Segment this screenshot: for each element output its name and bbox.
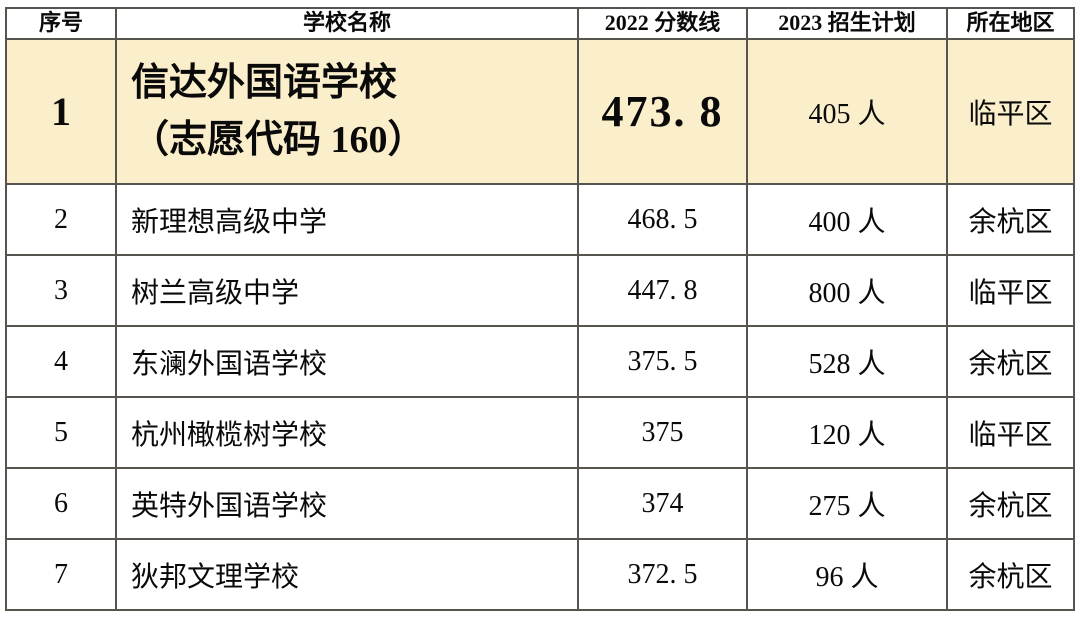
cell-plan-2023: 405 人 xyxy=(746,38,948,185)
table-body: 1 信达外国语学校 （志愿代码 160） 473. 8 405 人 临平区 2 … xyxy=(5,38,1075,611)
cell-plan-2023: 120 人 xyxy=(746,396,948,469)
column-header-index: 序号 xyxy=(5,7,117,40)
column-header-district: 所在地区 xyxy=(946,7,1075,40)
cell-district: 临平区 xyxy=(946,38,1075,185)
column-header-plan-2023: 2023 招生计划 xyxy=(746,7,948,40)
cell-district: 余杭区 xyxy=(946,325,1075,398)
school-name-line2: （志愿代码 160） xyxy=(131,118,426,161)
table-row: 6 英特外国语学校 374 275 人 余杭区 xyxy=(5,467,1075,540)
header-row: 序号 学校名称 2022 分数线 2023 招生计划 所在地区 xyxy=(5,7,1075,40)
table-row: 2 新理想高级中学 468. 5 400 人 余杭区 xyxy=(5,183,1075,256)
cell-score-2022: 375. 5 xyxy=(577,325,748,398)
admissions-score-table: 序号 学校名称 2022 分数线 2023 招生计划 所在地区 1 信达外国语学… xyxy=(5,7,1075,611)
cell-school-name: 树兰高级中学 xyxy=(115,254,579,327)
cell-district: 余杭区 xyxy=(946,183,1075,256)
cell-index: 6 xyxy=(5,467,117,540)
cell-score-2022: 468. 5 xyxy=(577,183,748,256)
cell-district: 临平区 xyxy=(946,254,1075,327)
cell-school-name: 东澜外国语学校 xyxy=(115,325,579,398)
table-row-highlighted: 1 信达外国语学校 （志愿代码 160） 473. 8 405 人 临平区 xyxy=(5,38,1075,185)
table-row: 4 东澜外国语学校 375. 5 528 人 余杭区 xyxy=(5,325,1075,398)
cell-plan-2023: 275 人 xyxy=(746,467,948,540)
table-container: 序号 学校名称 2022 分数线 2023 招生计划 所在地区 1 信达外国语学… xyxy=(5,7,1075,611)
table-row: 3 树兰高级中学 447. 8 800 人 临平区 xyxy=(5,254,1075,327)
cell-plan-2023: 528 人 xyxy=(746,325,948,398)
column-header-score-2022: 2022 分数线 xyxy=(577,7,748,40)
cell-score-2022: 374 xyxy=(577,467,748,540)
cell-district: 余杭区 xyxy=(946,538,1075,611)
cell-index: 1 xyxy=(5,38,117,185)
cell-score-2022: 372. 5 xyxy=(577,538,748,611)
table-row: 5 杭州橄榄树学校 375 120 人 临平区 xyxy=(5,396,1075,469)
cell-school-name: 英特外国语学校 xyxy=(115,467,579,540)
table-header: 序号 学校名称 2022 分数线 2023 招生计划 所在地区 xyxy=(5,7,1075,40)
cell-score-2022: 473. 8 xyxy=(577,38,748,185)
school-name-line1: 信达外国语学校 xyxy=(131,61,398,104)
cell-score-2022: 375 xyxy=(577,396,748,469)
table-row: 7 狄邦文理学校 372. 5 96 人 余杭区 xyxy=(5,538,1075,611)
cell-district: 余杭区 xyxy=(946,467,1075,540)
cell-school-name: 杭州橄榄树学校 xyxy=(115,396,579,469)
cell-score-2022: 447. 8 xyxy=(577,254,748,327)
cell-plan-2023: 400 人 xyxy=(746,183,948,256)
column-header-school-name: 学校名称 xyxy=(115,7,579,40)
cell-index: 2 xyxy=(5,183,117,256)
cell-index: 4 xyxy=(5,325,117,398)
cell-school-name: 新理想高级中学 xyxy=(115,183,579,256)
cell-plan-2023: 96 人 xyxy=(746,538,948,611)
cell-school-name: 狄邦文理学校 xyxy=(115,538,579,611)
cell-index: 7 xyxy=(5,538,117,611)
cell-plan-2023: 800 人 xyxy=(746,254,948,327)
cell-index: 5 xyxy=(5,396,117,469)
cell-index: 3 xyxy=(5,254,117,327)
cell-school-name: 信达外国语学校 （志愿代码 160） xyxy=(115,38,579,185)
cell-district: 临平区 xyxy=(946,396,1075,469)
